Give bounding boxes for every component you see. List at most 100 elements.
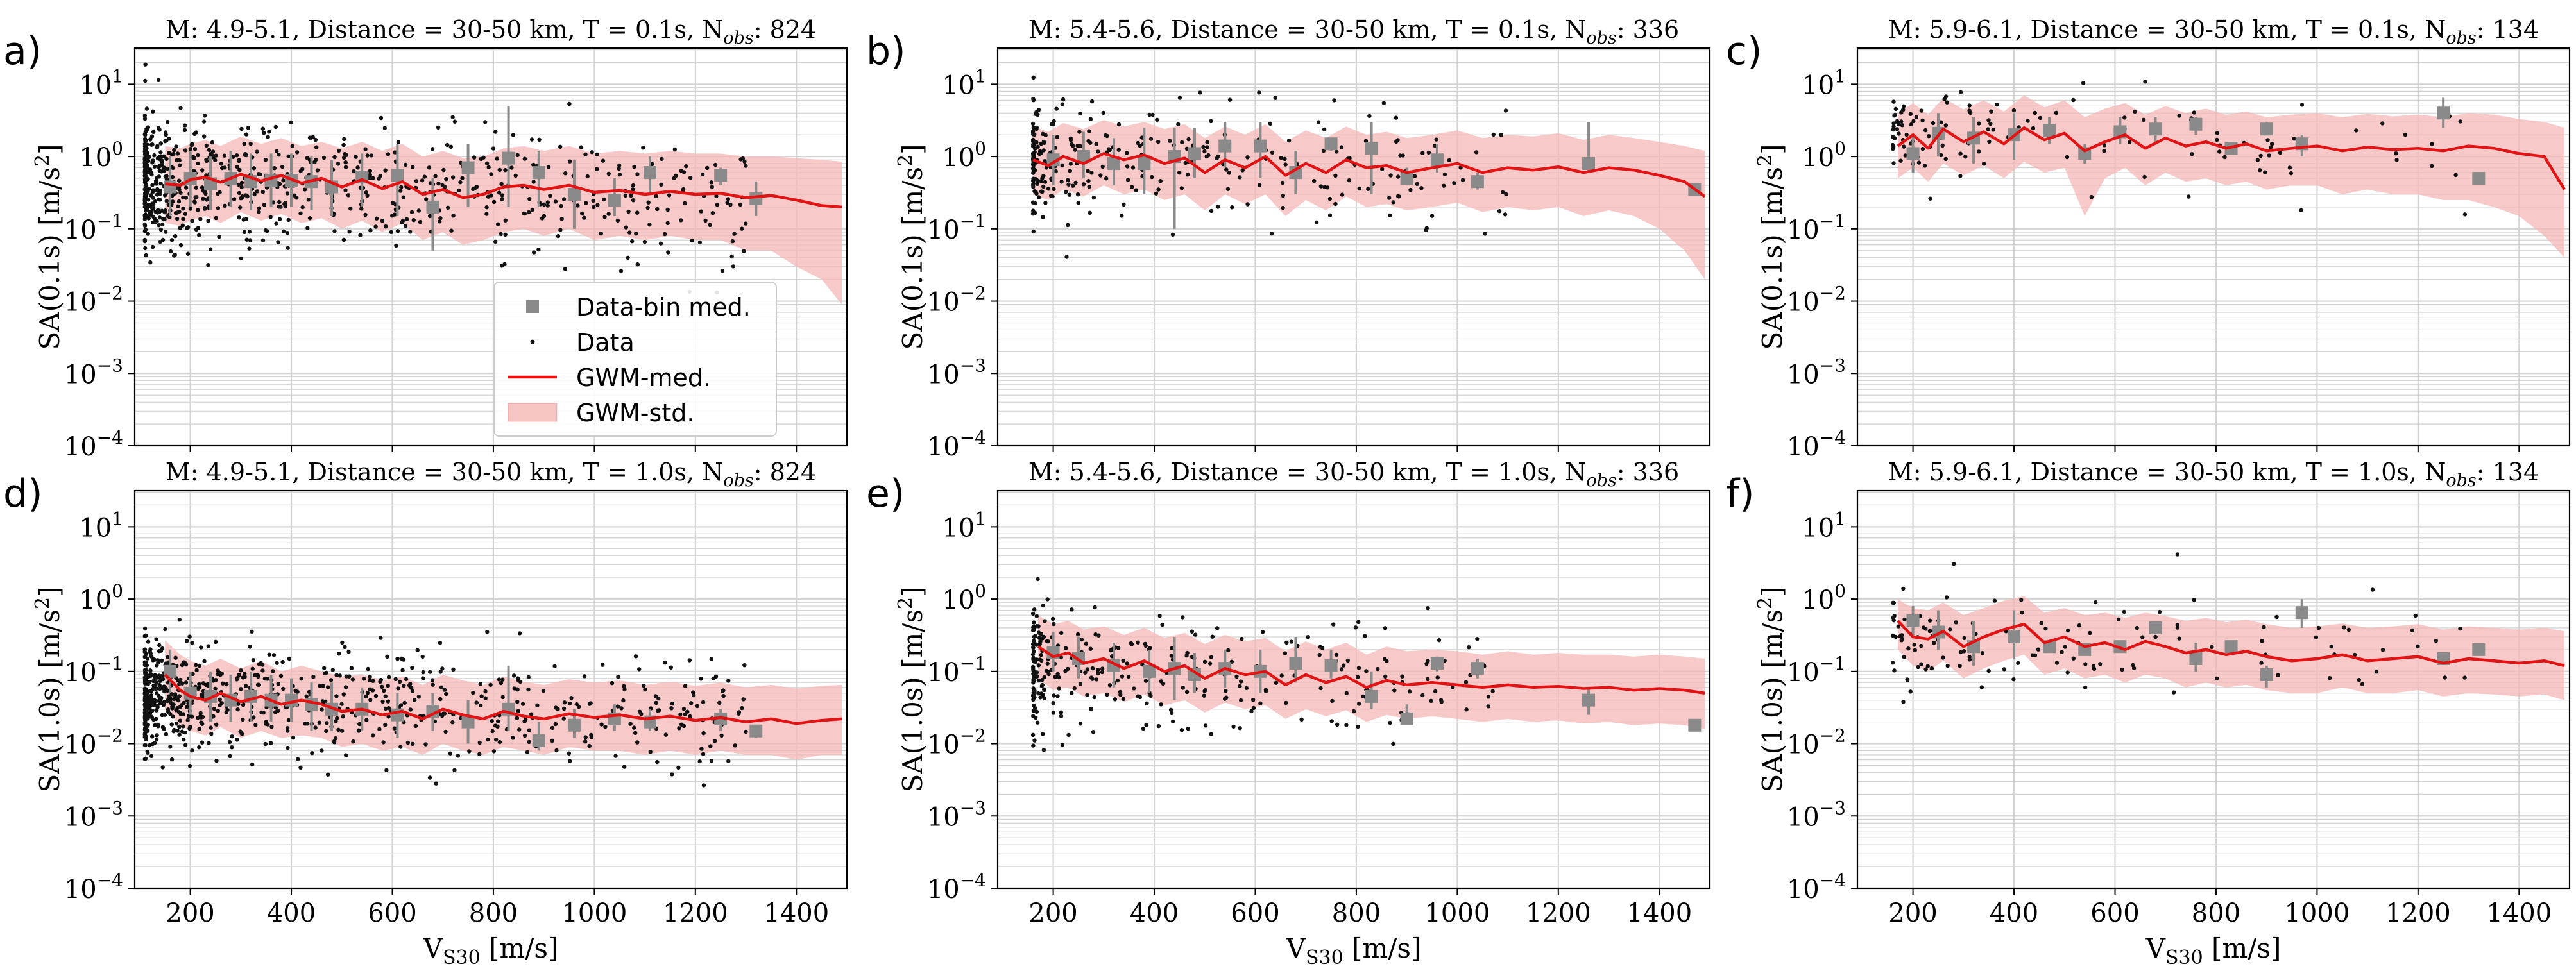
data-point (1107, 683, 1113, 688)
data-point (1066, 178, 1070, 183)
data-point (1030, 200, 1036, 205)
data-point (1183, 160, 1188, 165)
data-point (2039, 621, 2043, 625)
data-point (341, 155, 346, 160)
data-point (2011, 108, 2017, 113)
data-point (337, 652, 341, 656)
data-point (1238, 684, 1242, 689)
data-point (2258, 168, 2262, 173)
data-point (1351, 709, 1356, 714)
data-point (1209, 655, 1214, 659)
data-point (168, 745, 173, 749)
data-point (144, 737, 148, 742)
data-point (1904, 132, 1909, 137)
data-point (343, 685, 348, 689)
y-tick-label: 10−3 (64, 355, 123, 389)
data-point (163, 627, 167, 632)
data-point (1190, 629, 1195, 634)
y-tick-label: 10−3 (927, 797, 986, 832)
data-point (592, 205, 596, 210)
data-point (553, 722, 558, 727)
data-point (1364, 669, 1369, 673)
data-point (1439, 700, 1444, 704)
data-point (413, 698, 417, 702)
data-point (1109, 648, 1113, 653)
data-point (152, 741, 157, 745)
data-point (663, 732, 669, 737)
data-point (170, 199, 175, 204)
data-point (515, 716, 520, 720)
data-point (1908, 689, 1913, 694)
data-point (1979, 685, 1984, 689)
data-point (188, 207, 193, 211)
data-point (600, 663, 605, 667)
data-point (1919, 662, 1923, 666)
data-point (341, 692, 346, 697)
data-point (228, 754, 232, 759)
data-point (1055, 672, 1060, 677)
data-point (1426, 150, 1431, 155)
data-point (199, 645, 203, 650)
data-point (212, 707, 217, 711)
data-bin-median (714, 167, 728, 185)
data-point (1442, 658, 1447, 663)
data-point (1038, 695, 1043, 700)
data-point (1068, 162, 1073, 166)
data-point (438, 219, 442, 224)
data-point (2065, 155, 2070, 160)
data-point (725, 200, 729, 205)
data-point (1177, 96, 1182, 100)
data-point (2299, 208, 2303, 213)
data-point (1442, 172, 1447, 177)
grid (998, 48, 1710, 446)
data-point (1043, 201, 1048, 205)
data-point (275, 708, 280, 713)
data-point (343, 165, 348, 169)
data-bin-median (1289, 637, 1302, 683)
data-point (142, 217, 147, 221)
data-point (744, 729, 748, 734)
data-point (176, 698, 181, 703)
data-point (1031, 75, 1036, 80)
data-point (181, 207, 185, 211)
data-point (278, 673, 284, 679)
data-point (542, 202, 547, 207)
data-point (1061, 97, 1066, 102)
data-point (272, 166, 277, 171)
data-point (1367, 114, 1372, 119)
data-point (2215, 131, 2219, 135)
x-tick-label: 800 (469, 899, 518, 928)
data-point (697, 759, 702, 764)
data-point (500, 695, 505, 700)
data-point (499, 232, 503, 237)
data-point (146, 639, 151, 644)
data-point (257, 206, 262, 210)
data-point (188, 725, 192, 729)
data-point (380, 699, 385, 704)
data-point (497, 167, 502, 173)
data-point (1042, 696, 1046, 700)
data-point (583, 152, 588, 156)
data-point (1104, 176, 1109, 181)
data-point (441, 167, 446, 173)
data-point (1081, 182, 1086, 187)
data-bin-marker (1471, 175, 1484, 189)
data-point (516, 709, 520, 713)
data-bin-marker (2008, 630, 2021, 644)
data-point (590, 150, 594, 155)
data-point (1914, 115, 1919, 119)
data-point (299, 677, 303, 681)
data-bin-median (2260, 122, 2273, 136)
data-point (192, 156, 196, 160)
data-point (356, 728, 361, 732)
data-point (531, 180, 536, 184)
data-point (164, 199, 169, 203)
data-point (152, 153, 157, 158)
data-point (1388, 720, 1392, 725)
panel-letter: a) (3, 29, 42, 74)
data-point (630, 239, 635, 244)
data-point (253, 723, 258, 727)
data-point (187, 764, 192, 768)
data-point (742, 663, 747, 668)
data-point (1986, 127, 1990, 131)
